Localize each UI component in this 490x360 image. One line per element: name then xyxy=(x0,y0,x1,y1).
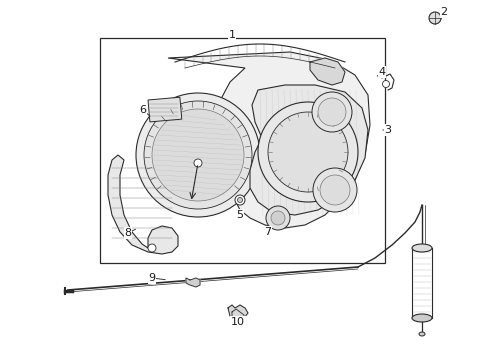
Circle shape xyxy=(258,102,358,202)
Text: 9: 9 xyxy=(148,273,155,283)
Circle shape xyxy=(429,12,441,24)
Circle shape xyxy=(235,195,245,205)
Polygon shape xyxy=(186,278,200,287)
Circle shape xyxy=(313,168,357,212)
Circle shape xyxy=(152,109,244,201)
Polygon shape xyxy=(228,305,248,322)
Text: 2: 2 xyxy=(441,7,447,17)
Polygon shape xyxy=(250,85,368,215)
Polygon shape xyxy=(108,155,178,254)
Bar xyxy=(100,38,385,263)
Circle shape xyxy=(312,92,352,132)
Text: 8: 8 xyxy=(124,228,131,238)
Polygon shape xyxy=(168,52,370,228)
Text: 4: 4 xyxy=(378,67,386,77)
Circle shape xyxy=(268,112,348,192)
Circle shape xyxy=(148,244,156,252)
Text: 1: 1 xyxy=(228,30,236,40)
Circle shape xyxy=(320,175,350,205)
Ellipse shape xyxy=(419,332,425,336)
Ellipse shape xyxy=(412,244,432,252)
Text: 6: 6 xyxy=(140,105,147,115)
Text: 7: 7 xyxy=(265,227,271,237)
Text: 3: 3 xyxy=(385,125,392,135)
Bar xyxy=(148,97,182,122)
Circle shape xyxy=(383,81,390,87)
Text: 5: 5 xyxy=(237,210,244,220)
Ellipse shape xyxy=(412,314,432,322)
Polygon shape xyxy=(310,58,345,85)
Circle shape xyxy=(318,98,346,126)
Text: 10: 10 xyxy=(231,317,245,327)
Circle shape xyxy=(266,206,290,230)
Circle shape xyxy=(271,211,285,225)
Circle shape xyxy=(136,93,260,217)
Circle shape xyxy=(238,198,243,202)
Circle shape xyxy=(144,101,252,209)
Circle shape xyxy=(194,159,202,167)
